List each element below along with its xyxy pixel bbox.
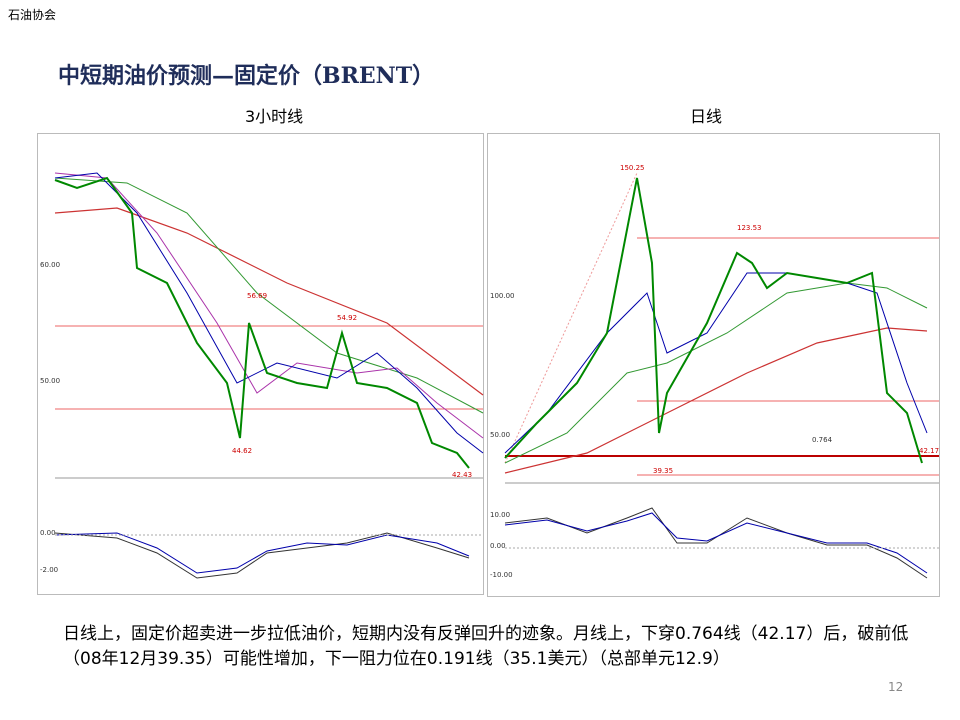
annotation: 123.53 <box>737 224 762 232</box>
axis-label: 50.00 <box>490 431 510 439</box>
annotation: 39.35 <box>653 467 673 475</box>
annotation: 44.62 <box>232 447 252 455</box>
chart-frame <box>487 133 940 597</box>
annotation: 0.764 <box>812 436 833 444</box>
annotation: 42.43 <box>452 471 472 479</box>
panel-label: 日线 <box>690 107 723 126</box>
axis-label: 60.00 <box>40 261 60 269</box>
ma-line <box>504 327 928 474</box>
chart-3h: 60.00 50.00 0.00 -2.00 56.69 54.92 44.62… <box>37 133 484 595</box>
page-number: 12 <box>888 680 904 694</box>
ma-line <box>504 272 928 454</box>
annotation: 54.92 <box>337 314 357 322</box>
signal-line <box>504 512 928 574</box>
axis-label: 100.00 <box>490 292 515 300</box>
axis-label: 0.00 <box>490 542 506 550</box>
macd-line <box>504 507 928 579</box>
axis-label: 0.00 <box>40 529 56 537</box>
axis-label: 50.00 <box>40 377 60 385</box>
axis-label: 10.00 <box>490 511 510 519</box>
annotation: 42.17 <box>919 447 939 455</box>
annotation: 56.69 <box>247 292 267 300</box>
body-text: 日线上，固定价超卖进一步拉低油价，短期内没有反弹回升的迹象。月线上，下穿0.76… <box>63 624 909 669</box>
org-label: 石油协会 <box>8 8 57 22</box>
axis-label: -2.00 <box>40 566 58 574</box>
trend-line <box>504 172 638 464</box>
chart-daily: 100.00 50.00 10.00 0.00 -10.00 150.25 12… <box>487 133 940 597</box>
signal-line <box>54 532 470 574</box>
price-line <box>54 176 470 469</box>
ma-line <box>54 207 484 396</box>
axis-label: -10.00 <box>490 571 513 579</box>
chart-frame <box>37 133 484 595</box>
price-line <box>504 177 923 464</box>
slide-title: 中短期油价预测—固定价（BRENT） <box>58 63 435 89</box>
ma-line <box>54 172 484 439</box>
annotation: 150.25 <box>620 164 645 172</box>
panel-label: 3小时线 <box>245 107 304 126</box>
ma-line <box>54 177 484 414</box>
